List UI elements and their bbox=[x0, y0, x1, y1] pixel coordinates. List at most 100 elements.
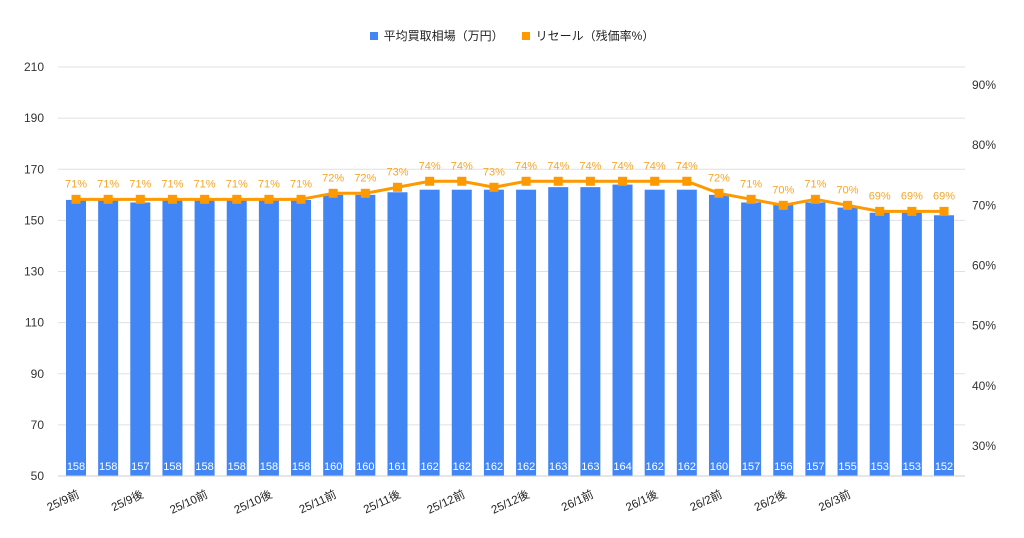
line-marker[interactable] bbox=[875, 206, 885, 216]
right-axis-tick: 80% bbox=[972, 138, 996, 152]
line-marker[interactable] bbox=[843, 200, 853, 210]
bar[interactable] bbox=[323, 194, 344, 476]
right-axis-tick: 50% bbox=[972, 319, 996, 333]
right-axis-tick: 40% bbox=[972, 379, 996, 393]
bar[interactable] bbox=[291, 199, 312, 477]
line-marker[interactable] bbox=[296, 194, 306, 204]
line-marker[interactable] bbox=[618, 176, 628, 186]
line-marker[interactable] bbox=[521, 176, 531, 186]
line-marker[interactable] bbox=[650, 176, 660, 186]
bar[interactable] bbox=[258, 199, 279, 477]
bar[interactable] bbox=[773, 205, 794, 476]
bar[interactable] bbox=[226, 199, 247, 477]
bar-value-label: 157 bbox=[742, 461, 760, 473]
bar[interactable] bbox=[98, 199, 119, 477]
line-marker[interactable] bbox=[167, 194, 177, 204]
bar[interactable] bbox=[483, 189, 504, 476]
bar[interactable] bbox=[805, 202, 826, 476]
line-value-label: 71% bbox=[226, 178, 248, 190]
line-value-label: 71% bbox=[161, 178, 183, 190]
line-value-label: 74% bbox=[612, 160, 634, 172]
x-axis-tick: 26/1後 bbox=[623, 487, 660, 514]
bar-value-label: 163 bbox=[581, 461, 599, 473]
bar-value-label: 162 bbox=[453, 461, 471, 473]
bar-value-label: 158 bbox=[292, 461, 310, 473]
x-axis-tick: 25/12前 bbox=[425, 487, 467, 517]
line-value-label: 74% bbox=[644, 160, 666, 172]
bar[interactable] bbox=[741, 202, 762, 476]
line-value-label: 74% bbox=[547, 160, 569, 172]
bar[interactable] bbox=[130, 202, 151, 476]
line-marker[interactable] bbox=[489, 182, 499, 192]
bar[interactable] bbox=[387, 192, 408, 476]
line-series: 71% 71% 71% 71% 71% 71% 71% 71% 72% 72% 73% 74% 74% 7… bbox=[65, 160, 955, 216]
line-value-label: 74% bbox=[451, 160, 473, 172]
bar-value-label: 158 bbox=[228, 461, 246, 473]
line-marker[interactable] bbox=[907, 206, 917, 216]
left-axis-tick: 190 bbox=[24, 111, 44, 125]
left-axis-tick: 110 bbox=[25, 316, 44, 330]
right-axis-tick: 60% bbox=[972, 259, 996, 273]
line-marker[interactable] bbox=[360, 188, 370, 198]
line-value-label: 71% bbox=[290, 178, 312, 190]
bar[interactable] bbox=[869, 212, 890, 477]
line-marker[interactable] bbox=[585, 176, 595, 186]
bar-value-label: 158 bbox=[67, 461, 85, 473]
bar-value-label: 162 bbox=[517, 461, 535, 473]
bar-value-label: 158 bbox=[163, 461, 181, 473]
bar[interactable] bbox=[451, 189, 472, 476]
bar-value-label: 162 bbox=[420, 461, 438, 473]
line-value-label: 71% bbox=[97, 178, 119, 190]
bar[interactable] bbox=[612, 184, 633, 476]
bar[interactable] bbox=[580, 187, 601, 477]
legend-item-resale[interactable]: リセール（残価率%） bbox=[521, 27, 654, 44]
line-marker[interactable] bbox=[810, 194, 820, 204]
bar[interactable] bbox=[516, 189, 537, 476]
bar[interactable] bbox=[644, 189, 665, 476]
legend-item-price[interactable]: 平均買取相場（万円） bbox=[369, 27, 504, 44]
line-marker[interactable] bbox=[103, 194, 113, 204]
line-marker[interactable] bbox=[392, 182, 402, 192]
line-marker[interactable] bbox=[778, 200, 788, 210]
bar[interactable] bbox=[419, 189, 440, 476]
bar[interactable] bbox=[66, 199, 86, 477]
line-marker[interactable] bbox=[939, 206, 949, 216]
line-marker[interactable] bbox=[714, 188, 724, 198]
bar[interactable] bbox=[676, 189, 697, 476]
left-axis-tick: 130 bbox=[24, 265, 44, 279]
x-axis-tick: 25/12後 bbox=[489, 487, 532, 517]
bar-value-label: 156 bbox=[774, 461, 792, 473]
line-marker[interactable] bbox=[71, 194, 81, 204]
line-value-label: 72% bbox=[322, 172, 344, 184]
bar[interactable] bbox=[194, 199, 215, 477]
line-marker[interactable] bbox=[232, 194, 242, 204]
bar[interactable] bbox=[837, 207, 858, 476]
resale-line bbox=[76, 179, 944, 213]
line-marker[interactable] bbox=[425, 176, 435, 186]
bar[interactable] bbox=[708, 194, 729, 476]
right-axis-tick: 90% bbox=[972, 78, 996, 92]
left-axis-tick: 210 bbox=[24, 60, 44, 74]
bar-value-label: 155 bbox=[838, 461, 856, 473]
bar[interactable] bbox=[934, 215, 954, 476]
line-value-label: 69% bbox=[933, 190, 955, 202]
bar[interactable] bbox=[162, 199, 183, 477]
bar-value-label: 158 bbox=[99, 461, 117, 473]
line-marker[interactable] bbox=[328, 188, 338, 198]
bar[interactable] bbox=[548, 187, 569, 477]
right-axis-tick: 30% bbox=[972, 439, 996, 453]
line-marker[interactable] bbox=[200, 194, 210, 204]
bar[interactable] bbox=[355, 194, 376, 476]
line-marker[interactable] bbox=[553, 176, 563, 186]
line-value-label: 71% bbox=[740, 178, 762, 190]
x-axis-tick: 26/2前 bbox=[688, 487, 725, 514]
bar-value-label: 162 bbox=[678, 461, 696, 473]
line-marker[interactable] bbox=[682, 176, 692, 186]
line-value-label: 74% bbox=[676, 160, 698, 172]
line-marker[interactable] bbox=[457, 176, 467, 186]
line-marker[interactable] bbox=[135, 194, 145, 204]
line-marker[interactable] bbox=[264, 194, 274, 204]
bar[interactable] bbox=[901, 212, 922, 477]
line-marker[interactable] bbox=[746, 194, 756, 204]
